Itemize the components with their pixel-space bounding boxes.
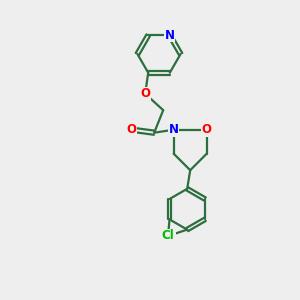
Text: O: O <box>127 123 137 136</box>
Text: N: N <box>165 29 175 42</box>
Text: O: O <box>202 123 212 136</box>
Text: Cl: Cl <box>163 229 175 242</box>
Text: Cl: Cl <box>162 230 174 242</box>
Text: N: N <box>169 123 179 136</box>
Text: O: O <box>140 87 150 100</box>
